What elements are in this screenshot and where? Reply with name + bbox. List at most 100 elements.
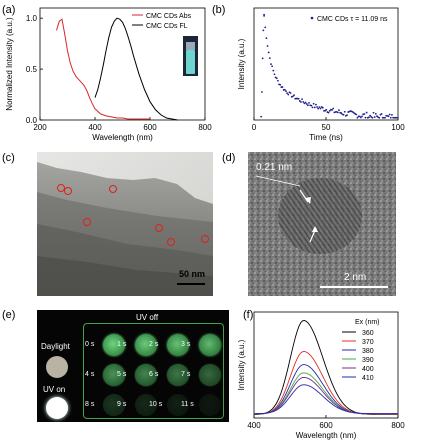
chart-b-point [287,93,290,96]
chart-b-point [359,116,362,119]
chart-b-point [374,112,377,115]
panel-e-sample-dot [199,394,221,416]
panel-e-time-label: 5 s [117,371,127,378]
tem-image-graphic [37,152,213,296]
chart-b-point [346,114,348,117]
panel-e-time-label: 9 s [117,401,127,408]
chart-b-point [271,65,274,68]
panel-e-time-label: 1 s [117,341,127,348]
chart-b-point [310,104,313,107]
chart-b-ylabel: Intensity (a.u.) [237,38,246,89]
chart-b-point [378,116,381,119]
chart-b-point [364,116,367,119]
chart-b-xtick-label: 50 [322,123,331,132]
chart-b-point [300,101,302,103]
chart-b-point [372,111,375,114]
chart-f-series-line [254,320,398,416]
panel-d-label: (d) [222,152,236,164]
panel-d-hrtem-image: 0.21 nm 2 nm [248,152,396,296]
chart-b-point [315,103,317,106]
chart-b-legend-marker [310,16,314,20]
chart-f-legend-entry: 360 [362,330,374,337]
chart-b-point [327,111,330,114]
chart-a-vial-liquid [186,50,195,74]
panel-c-scale-bar: 50 nm [179,269,206,279]
chart-b-point [391,114,393,116]
chart-b-point [373,116,376,118]
chart-b-point [293,94,295,97]
chart-b-point [260,115,263,118]
chart-a-xtick-label: 400 [88,123,102,132]
chart-f-legend-entry: 400 [362,366,374,373]
chart-a-xtick-label: 200 [33,123,47,132]
chart-a-series-line [56,18,150,120]
chart-a-xlabel: Wavelength (nm) [92,133,153,142]
chart-f-legend-entry: 390 [362,357,374,364]
chart-b-point [270,63,272,66]
panel-e-time-label: 11 s [181,401,194,408]
panel-e-sample-dot [135,364,157,386]
chart-a-xtick-label: 800 [198,123,212,132]
panel-e-time-label: 4 s [85,371,95,378]
chart-b-point [302,101,305,103]
chart-a-ylabel: Normalized Intensity (a.u.) [5,17,14,111]
chart-b-xtick-label: 100 [391,123,405,132]
panel-e-sample-dot [135,334,157,356]
chart-b-point [361,115,363,118]
panel-c-label: (c) [2,152,15,164]
chart-b-point [325,108,328,111]
panel-e-time-label: 0 s [85,341,95,348]
chart-b-point [311,106,314,109]
chart-a-vial-cap [186,42,195,50]
chart-b-xtick-label: 0 [252,123,257,132]
chart-f-series-line [253,364,398,415]
panel-e-uv-on-sample [46,397,68,419]
panel-e-daylight-label: Daylight [41,342,70,351]
chart-b-point [301,98,303,101]
chart-a-series-line [94,17,178,121]
chart-b-point [313,106,316,109]
chart-a-xtick-label: 600 [143,123,157,132]
panel-a-chart: 200 400 600 800 Wavelength (nm) Normalized In… [5,7,212,142]
panel-e-uv-on-label: UV on [43,385,66,394]
chart-b-point [304,101,307,104]
panel-e-time-label: 10 s [149,401,163,408]
chart-b-point [328,109,331,112]
chart-b-point [369,114,371,117]
chart-b-point [263,14,265,17]
chart-b-point [355,113,358,116]
chart-b-point [318,106,321,108]
chart-b-point [340,112,343,114]
chart-f-xtick-label: 600 [319,421,333,430]
panel-e-time-label: 7 s [181,371,191,378]
chart-a-ytick-label: 0.5 [26,65,38,74]
chart-b-point [380,113,383,115]
chart-f-ylabel: Intensity (a.u.) [237,339,246,390]
chart-b-point [312,102,315,105]
panel-c-tem-image: 50 nm [37,152,213,296]
chart-b-point [358,115,361,118]
panel-e-photo: UV off Daylight UV on 0 s 1 s 2 s 3 s 4 s 5 s… [37,310,229,422]
chart-b-point [388,113,391,116]
chart-b-point [371,116,374,119]
panel-e-sample-dot [199,364,221,386]
chart-b-point [376,115,378,118]
chart-a-frame [39,7,206,121]
chart-b-point [316,106,318,108]
panel-e-daylight-sample [46,356,68,378]
chart-b-point [289,92,292,94]
panel-e-uv-off-label: UV off [136,313,159,322]
chart-b-point [285,90,287,92]
panel-e-sample-dot [199,334,221,356]
chart-b-point [338,109,340,112]
panel-e-time-label: 2 s [149,341,159,348]
chart-b-point [275,77,278,80]
panel-e-time-label: 8 s [85,401,95,408]
chart-b-point [319,107,322,110]
chart-b-point [261,91,263,93]
chart-b-point [331,109,333,111]
panel-e-sample-dot [103,364,125,386]
panel-f-label: (f) [243,309,254,321]
chart-b-point [279,83,282,86]
chart-b-point [395,116,398,119]
